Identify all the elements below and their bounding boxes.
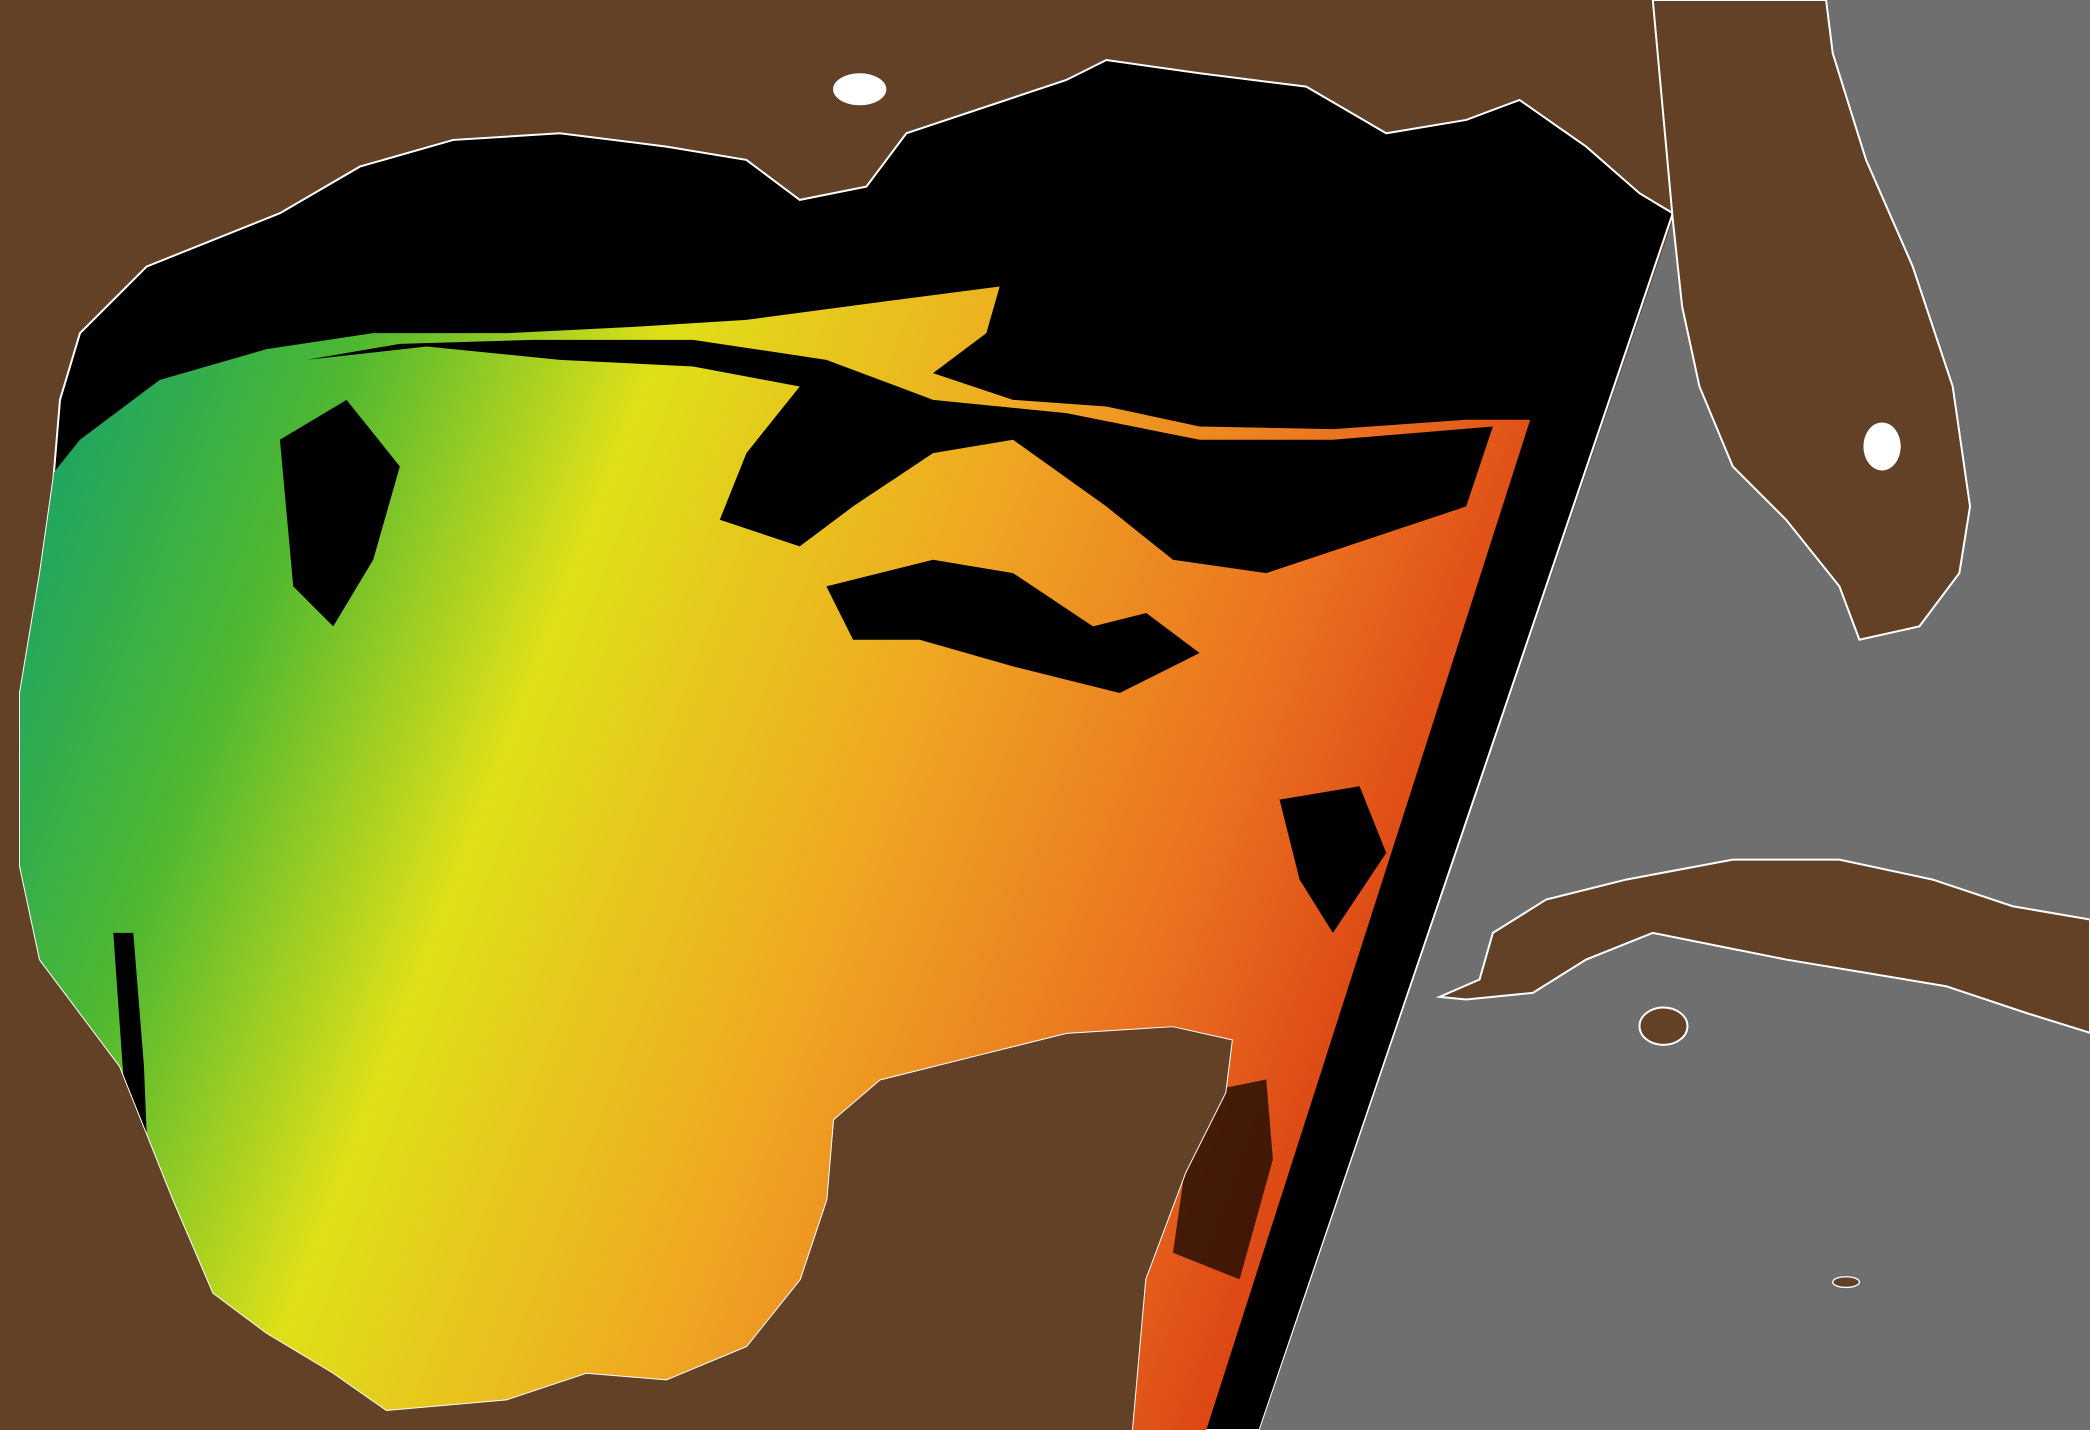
florida: [1651, 0, 1972, 641]
cloud-mask: [1279, 786, 1387, 933]
island: [1832, 1276, 1861, 1289]
island: [1638, 1006, 1689, 1046]
lake: [1863, 422, 1901, 471]
cloud-mask: [826, 559, 1200, 694]
cuba: [1435, 858, 2090, 1034]
cloud-mask: [279, 399, 400, 627]
lake: [833, 73, 887, 106]
cloud-mask: [306, 339, 1493, 574]
